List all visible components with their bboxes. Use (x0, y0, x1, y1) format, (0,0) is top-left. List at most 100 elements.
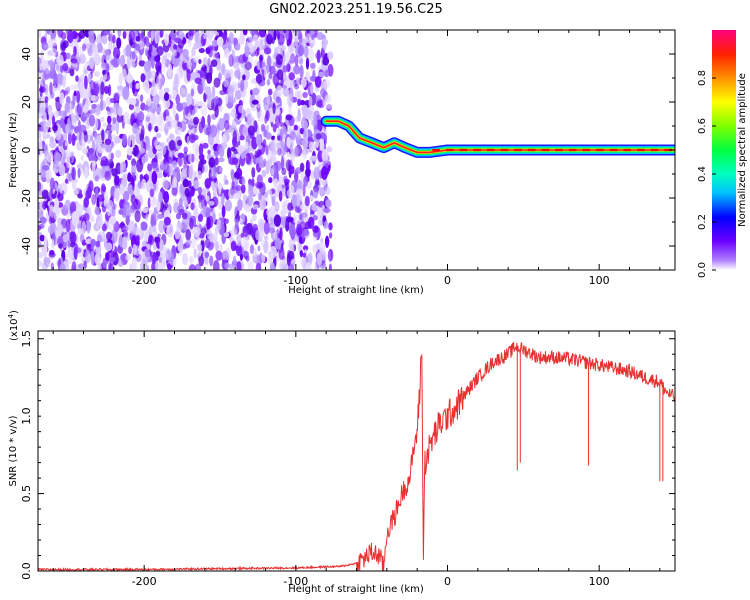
noise-blob (100, 99, 104, 112)
noise-blob (191, 153, 195, 163)
x-tick-label: 100 (589, 274, 610, 287)
noise-blob (269, 168, 274, 176)
noise-blob (112, 34, 116, 44)
noise-blob (125, 44, 132, 58)
snr-ylabel: SNR (10 * v/v) (8, 415, 19, 486)
noise-blob (252, 87, 260, 96)
noise-blob (106, 129, 110, 135)
noise-blob (268, 227, 276, 234)
noise-blob (117, 85, 124, 91)
noise-blob (138, 30, 142, 34)
noise-blob (286, 253, 291, 267)
noise-blob (84, 165, 88, 180)
noise-blob (216, 218, 221, 232)
noise-blob (299, 213, 303, 221)
noise-blob (244, 45, 250, 58)
noise-blob (236, 236, 242, 247)
noise-blob (193, 248, 197, 259)
noise-blob (323, 207, 331, 213)
noise-blob (244, 61, 252, 71)
noise-blob (202, 205, 207, 215)
noise-blob (197, 194, 205, 200)
noise-blob (43, 121, 50, 131)
noise-blob (156, 54, 161, 62)
noise-blob (207, 114, 211, 126)
noise-blob (177, 152, 185, 159)
noise-blob (274, 160, 282, 172)
noise-blob (216, 36, 224, 47)
noise-blob (105, 242, 113, 252)
noise-blob (93, 131, 98, 140)
noise-blob (171, 54, 175, 65)
noise-blob (255, 262, 262, 270)
colorbar-tick-label: 0.8 (697, 70, 708, 86)
snr-scale-label: (x104) (7, 310, 20, 341)
noise-blob (241, 32, 245, 44)
noise-blob (48, 216, 53, 225)
noise-blob (96, 43, 103, 53)
noise-blob (200, 227, 207, 235)
noise-blob (310, 84, 314, 96)
noise-blob (90, 252, 95, 266)
noise-blob (85, 189, 90, 201)
noise-blob (174, 37, 182, 44)
noise-blob (249, 244, 255, 255)
noise-blob (135, 30, 139, 36)
noise-blob (198, 121, 204, 134)
noise-blob (41, 189, 49, 200)
noise-blob (198, 47, 205, 54)
noise-blob (38, 201, 41, 210)
noise-blob (120, 254, 124, 261)
noise-blob (126, 147, 134, 156)
noise-blob (308, 141, 316, 151)
noise-blob (223, 218, 229, 224)
noise-blob (230, 240, 237, 252)
noise-blob (76, 130, 83, 142)
noise-blob (232, 121, 237, 128)
colorbar-tick-label: 0.4 (697, 166, 708, 182)
noise-blob (95, 240, 101, 248)
noise-blob (47, 38, 53, 49)
noise-blob (227, 84, 235, 97)
noise-blob (205, 206, 211, 220)
noise-blob (129, 263, 133, 270)
noise-blob (39, 84, 43, 97)
noise-blob (155, 145, 162, 151)
noise-blob (211, 44, 219, 52)
noise-blob (182, 178, 190, 188)
noise-blob (145, 213, 149, 222)
noise-blob (132, 226, 137, 236)
noise-blob (240, 79, 245, 92)
snr-scale-prefix: (x10 (9, 318, 20, 341)
noise-blob (147, 163, 153, 172)
noise-blob (68, 231, 75, 237)
noise-blob (198, 59, 202, 64)
noise-blob (51, 239, 55, 250)
noise-blob (214, 104, 219, 118)
noise-blob (38, 251, 44, 259)
noise-blob (215, 250, 223, 261)
noise-blob (79, 233, 85, 243)
noise-blob (258, 30, 267, 38)
noise-blob (294, 84, 300, 90)
noise-blob (116, 37, 122, 49)
noise-blob (211, 39, 219, 47)
noise-blob (50, 30, 56, 41)
noise-blob (277, 33, 285, 46)
noise-blob (324, 69, 329, 78)
noise-blob (112, 47, 121, 60)
noise-blob (155, 260, 159, 270)
noise-blob (190, 98, 198, 107)
noise-blob (61, 75, 67, 88)
noise-blob (158, 191, 163, 204)
noise-blob (174, 229, 181, 240)
noise-blob (203, 124, 210, 136)
noise-blob (44, 257, 51, 268)
noise-blob (143, 79, 150, 93)
noise-blob (105, 252, 110, 261)
noise-blob (104, 138, 112, 145)
noise-blob (135, 35, 141, 42)
spectrogram-xlabel: Height of straight line (km) (288, 285, 424, 296)
noise-blob (327, 63, 334, 77)
noise-blob (73, 63, 78, 69)
